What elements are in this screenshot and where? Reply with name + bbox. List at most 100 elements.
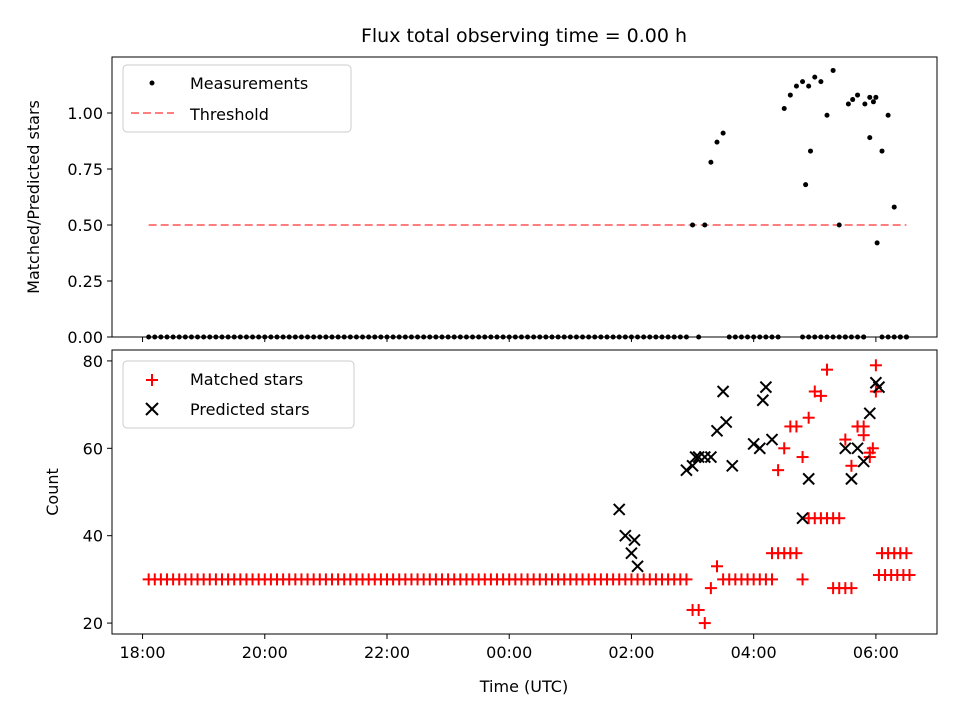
- matched-star-point: [704, 582, 717, 595]
- top-axes-frame: [111, 56, 938, 338]
- measurement-point: [850, 97, 856, 103]
- matched-star-point: [821, 363, 833, 376]
- top-legend: Measurements Threshold: [122, 64, 352, 133]
- measurement-point: [874, 240, 880, 246]
- predicted-star-point: [863, 407, 876, 420]
- legend-measurements-marker: [149, 80, 155, 86]
- top-legend-box: [122, 64, 352, 133]
- measurement-point: [885, 112, 891, 118]
- predicted-star-point: [689, 450, 702, 464]
- matched-star-point: [863, 451, 876, 464]
- matched-star-point: [680, 573, 693, 586]
- measurement-point: [891, 204, 897, 210]
- measurement-point: [702, 222, 708, 228]
- chart-title: Flux total observing time = 0.00 h: [361, 25, 687, 47]
- matched-star-point: [903, 569, 916, 582]
- bottom-y-tick-label: 80: [83, 352, 103, 371]
- predicted-star-point: [851, 442, 864, 455]
- x-tick-label: 20:00: [242, 643, 288, 662]
- measurement-point: [836, 222, 842, 228]
- measurement-point: [708, 159, 714, 165]
- top-y-tick-label: 0.75: [67, 160, 103, 179]
- measurement-point: [812, 74, 818, 80]
- legend-measurements-label: Measurements: [190, 74, 308, 93]
- predicted-star-point: [753, 442, 766, 455]
- predicted-star-point: [619, 529, 632, 542]
- predicted-star-point: [845, 472, 858, 486]
- matched-star-point: [711, 560, 723, 573]
- predicted-star-point: [726, 459, 739, 472]
- bottom-y-tick-label: 40: [83, 527, 103, 546]
- x-tick-label: 22:00: [364, 643, 410, 662]
- bottom-ylabel: Count: [43, 468, 62, 516]
- matched-star-point: [790, 420, 803, 433]
- predicted-star-point: [686, 459, 699, 472]
- measurement-point: [808, 148, 813, 154]
- predicted-star-point: [716, 385, 730, 398]
- predicted-star-point: [756, 394, 770, 407]
- matched-star-point: [808, 385, 821, 398]
- bottom-y-tick-label: 20: [83, 614, 103, 633]
- measurement-point: [803, 182, 809, 188]
- x-tick-label: 02:00: [608, 643, 654, 662]
- matched-star-point: [869, 359, 882, 372]
- measurement-point: [806, 83, 812, 89]
- predicted-star-point: [759, 380, 773, 394]
- measurement-point: [690, 222, 696, 228]
- measurement-point: [873, 94, 879, 100]
- matched-star-point: [857, 420, 870, 433]
- legend-matched-marker: [146, 374, 158, 386]
- matched-star-point: [833, 512, 846, 525]
- measurement-point: [862, 101, 868, 107]
- measurement-point: [824, 112, 830, 118]
- matched-star-point: [845, 582, 858, 595]
- predicted-star-point: [719, 415, 733, 429]
- measurement-point: [720, 130, 726, 136]
- matched-star-point: [814, 389, 827, 402]
- predicted-star-point: [680, 463, 693, 477]
- bottom-y-tick-label: 60: [83, 439, 103, 458]
- matched-star-point: [900, 547, 913, 560]
- matched-star-point: [766, 573, 778, 586]
- matched-star-point: [772, 464, 785, 477]
- bottom-legend-box: [122, 360, 355, 429]
- predicted-star-point: [631, 560, 644, 573]
- measurement-point: [845, 101, 851, 107]
- measurement-point: [800, 79, 806, 85]
- measurement-point: [870, 99, 876, 105]
- matched-star-point: [845, 459, 858, 472]
- predicted-star-point: [839, 442, 852, 455]
- measurement-point: [787, 92, 793, 98]
- matched-star-point: [796, 451, 809, 464]
- matched-star-point: [698, 617, 711, 630]
- top-y-tick-label: 1.00: [67, 104, 103, 123]
- predicted-star-point: [857, 455, 870, 468]
- measurement-point: [793, 83, 799, 89]
- x-tick-label: 06:00: [853, 643, 899, 662]
- top-y-tick-label: 0.50: [67, 216, 103, 235]
- predicted-star-point: [613, 503, 626, 516]
- measurement-point: [879, 148, 885, 154]
- predicted-star-point: [625, 546, 638, 560]
- top-y-tick-label: 0.25: [67, 272, 103, 291]
- x-axis-label: Time (UTC): [479, 677, 568, 696]
- legend-matched-label: Matched stars: [190, 370, 303, 389]
- measurement-point: [867, 94, 873, 100]
- x-tick-label: 04:00: [731, 643, 777, 662]
- matched-star-point: [692, 603, 705, 616]
- measurement-point: [714, 139, 720, 145]
- measurement-point: [867, 135, 873, 141]
- legend-predicted-marker: [145, 402, 159, 416]
- measurement-point: [855, 92, 861, 98]
- top-ylabel: Matched/Predicted stars: [24, 100, 43, 294]
- predicted-star-point: [802, 472, 815, 486]
- x-tick-label: 18:00: [120, 643, 166, 662]
- predicted-star-point: [628, 533, 641, 547]
- bottom-panel: 20 40 60 80 18:00 20:00 22:00 00:00 02:00 04:00 0…: [43, 349, 938, 696]
- bottom-axes-frame: [111, 349, 938, 635]
- matched-star-point: [790, 547, 803, 560]
- matched-star-point: [778, 442, 791, 455]
- top-panel: 0.00 0.25 0.50 0.75 1.00 Matched/Predicted s…: [24, 56, 938, 347]
- matched-star-point: [802, 411, 815, 424]
